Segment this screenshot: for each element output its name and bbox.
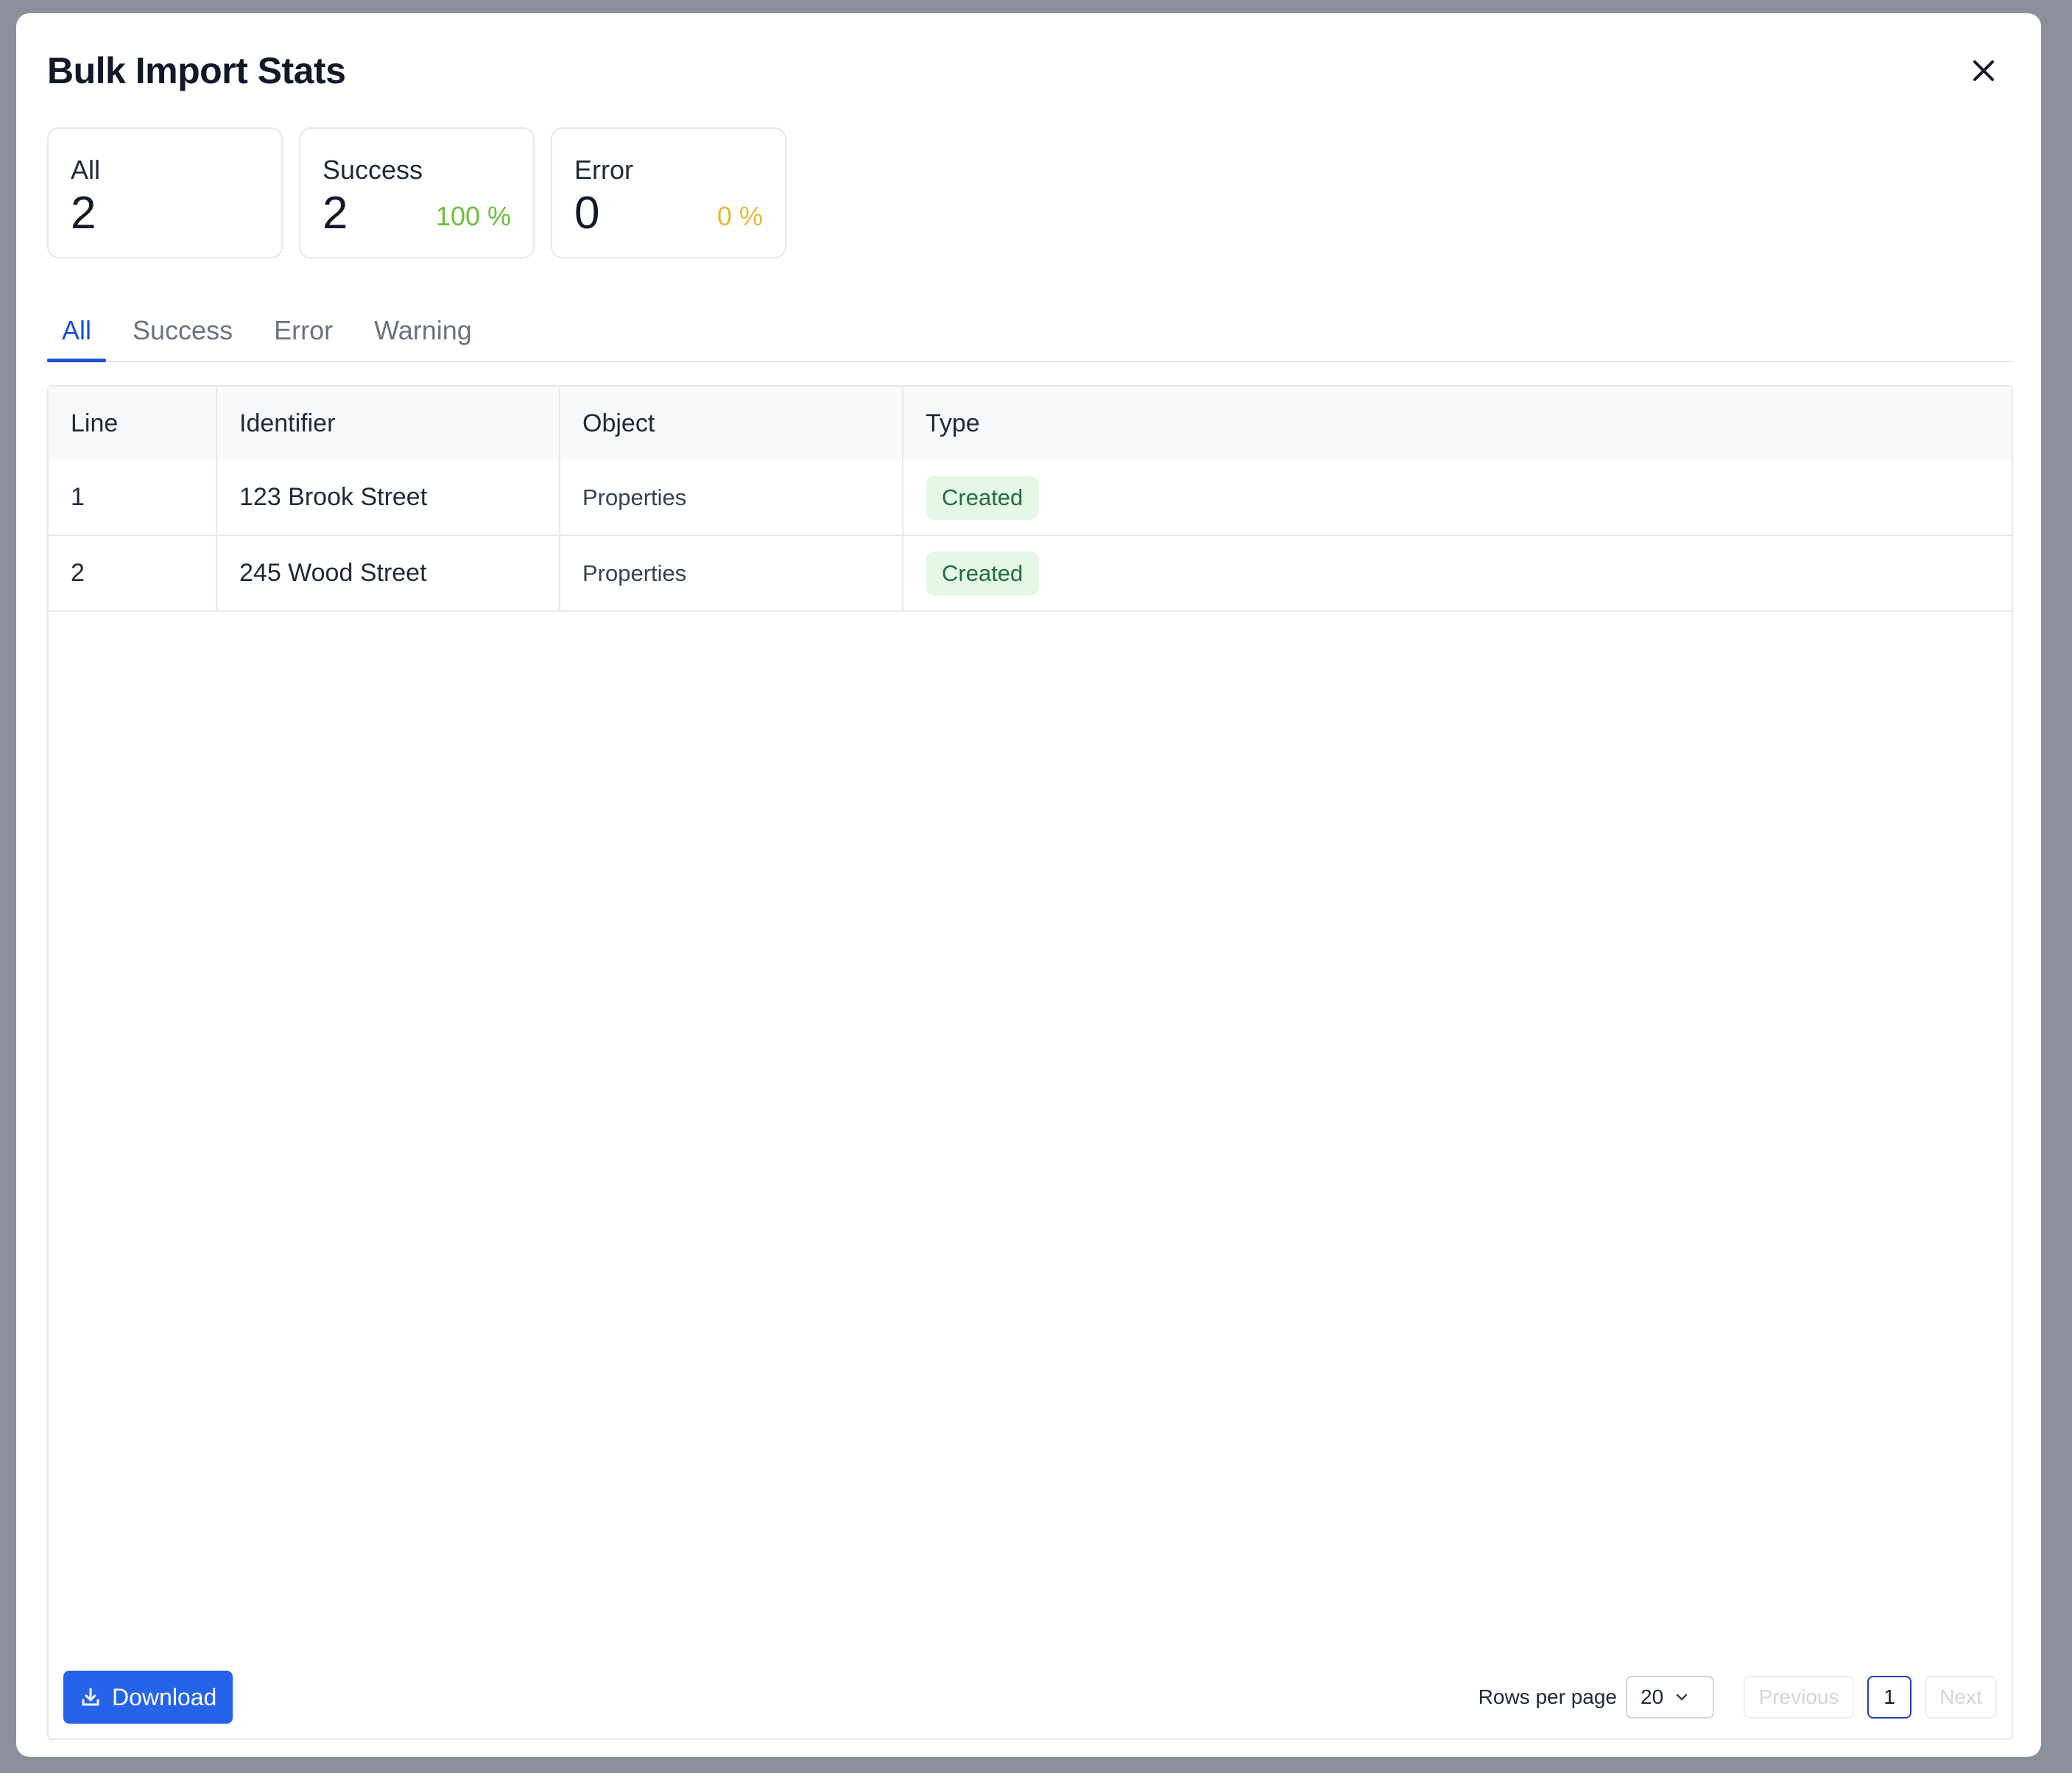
column-header-line: Line bbox=[49, 387, 217, 460]
stat-percent-error: 0 % bbox=[716, 201, 763, 231]
cell-identifier: 245 Wood Street bbox=[216, 535, 560, 612]
cell-line: 1 bbox=[49, 460, 217, 536]
chevron-down-icon bbox=[1676, 1693, 1688, 1701]
stat-percent-success: 100 % bbox=[435, 201, 511, 231]
table-row: 1 123 Brook Street Properties Created bbox=[49, 460, 2012, 536]
results-table: Line Identifier Object Type 1 123 Brook … bbox=[49, 387, 2012, 612]
bulk-import-modal: Bulk Import Stats All 2 Success 2 100 % … bbox=[16, 13, 2041, 1757]
table-footer: Download Rows per page 20 Previous 1 Nex… bbox=[63, 1671, 1997, 1724]
stat-label-success: Success bbox=[323, 155, 423, 185]
cell-line: 2 bbox=[49, 535, 217, 612]
tab-warning[interactable]: Warning bbox=[374, 315, 472, 345]
tab-bar: All Success Error Warning bbox=[47, 302, 2013, 362]
results-table-container: Line Identifier Object Type 1 123 Brook … bbox=[47, 385, 2013, 1740]
pagination: Rows per page 20 Previous 1 Next bbox=[1479, 1676, 1997, 1719]
previous-page-button[interactable]: Previous bbox=[1744, 1676, 1854, 1719]
rows-per-page-label: Rows per page bbox=[1478, 1685, 1617, 1708]
column-header-identifier: Identifier bbox=[216, 387, 560, 460]
stat-card-all: All 2 bbox=[47, 127, 283, 258]
status-badge: Created bbox=[926, 475, 1040, 520]
close-button[interactable] bbox=[1957, 44, 2010, 97]
cell-object: Properties bbox=[560, 460, 903, 536]
stat-value-success: 2 bbox=[323, 188, 348, 239]
rows-per-page-value: 20 bbox=[1641, 1685, 1664, 1708]
stat-value-all: 2 bbox=[71, 188, 96, 239]
cell-type: Created bbox=[903, 460, 2012, 536]
download-button[interactable]: Download bbox=[63, 1671, 233, 1724]
column-header-object: Object bbox=[560, 387, 903, 460]
cell-type: Created bbox=[903, 535, 2012, 612]
tab-all[interactable]: All bbox=[47, 302, 107, 362]
close-icon bbox=[1973, 60, 1994, 81]
stat-value-error: 0 bbox=[574, 188, 600, 239]
stat-card-error: Error 0 0 % bbox=[551, 127, 786, 258]
table-header-row: Line Identifier Object Type bbox=[49, 387, 2012, 460]
download-icon bbox=[82, 1688, 99, 1706]
next-page-button[interactable]: Next bbox=[1925, 1676, 1997, 1719]
page-number-button[interactable]: 1 bbox=[1867, 1676, 1911, 1719]
stat-card-success: Success 2 100 % bbox=[299, 127, 535, 258]
stats-cards: All 2 Success 2 100 % Error 0 0 % bbox=[47, 127, 786, 258]
stat-label-all: All bbox=[71, 155, 101, 185]
tab-error[interactable]: Error bbox=[274, 315, 334, 345]
stat-label-error: Error bbox=[574, 155, 633, 185]
modal-title: Bulk Import Stats bbox=[47, 50, 346, 91]
rows-per-page-select[interactable]: 20 bbox=[1626, 1676, 1714, 1719]
cell-identifier: 123 Brook Street bbox=[216, 460, 560, 536]
tab-success[interactable]: Success bbox=[133, 315, 233, 345]
cell-object: Properties bbox=[560, 535, 903, 612]
table-row: 2 245 Wood Street Properties Created bbox=[49, 535, 2012, 612]
status-badge: Created bbox=[926, 551, 1040, 596]
column-header-type: Type bbox=[903, 387, 2012, 460]
download-label: Download bbox=[112, 1683, 217, 1710]
